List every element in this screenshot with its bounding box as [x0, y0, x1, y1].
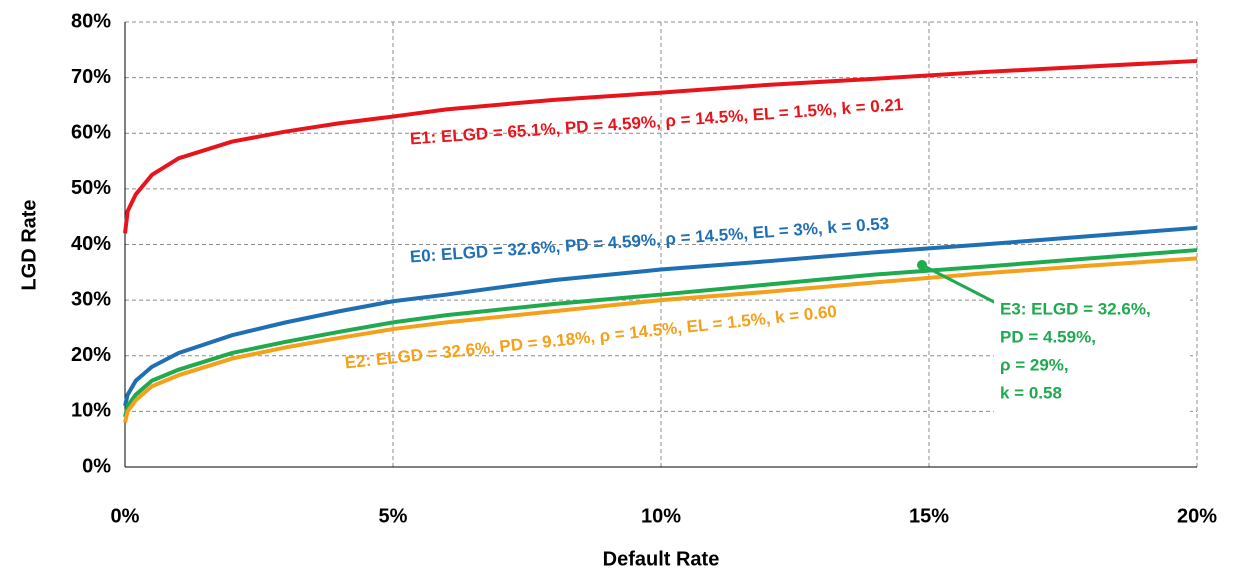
x-tick-label: 10% — [641, 505, 681, 527]
annotation-leader — [921, 263, 1001, 307]
x-tick-label: 15% — [909, 505, 949, 527]
series-line — [123, 248, 1198, 418]
annotation: E1: ELGD = 65.1%, PD = 4.59%, ρ = 14.5%,… — [409, 95, 904, 148]
x-axis-title: Default Rate — [603, 548, 720, 570]
y-tick-label: 10% — [71, 400, 111, 422]
y-tick-label: 0% — [82, 455, 111, 477]
series-line — [123, 225, 1198, 407]
annotation: ρ = 29%, — [1000, 355, 1069, 374]
annotation: k = 0.58 — [1000, 383, 1062, 402]
y-tick-label: 70% — [71, 66, 111, 88]
x-tick-label: 20% — [1177, 505, 1217, 527]
y-tick-label: 60% — [71, 122, 111, 144]
y-tick-label: 80% — [71, 10, 111, 32]
y-tick-label: 20% — [71, 344, 111, 366]
x-tick-label: 5% — [379, 505, 408, 527]
y-tick-label: 50% — [71, 177, 111, 199]
series-line — [123, 58, 1198, 234]
annotation-dot — [917, 260, 927, 270]
annotation: PD = 4.59%, — [1000, 327, 1096, 346]
annotation: E3: ELGD = 32.6%, — [1000, 299, 1151, 318]
x-tick-label: 0% — [111, 505, 140, 527]
y-tick-label: 40% — [71, 233, 111, 255]
annotation: E2: ELGD = 32.6%, PD = 9.18%, ρ = 14.5%,… — [344, 302, 838, 373]
y-axis-title: LGD Rate — [18, 199, 40, 290]
y-tick-label: 30% — [71, 288, 111, 310]
annotation-bg — [994, 294, 1190, 412]
series-line — [123, 256, 1198, 423]
